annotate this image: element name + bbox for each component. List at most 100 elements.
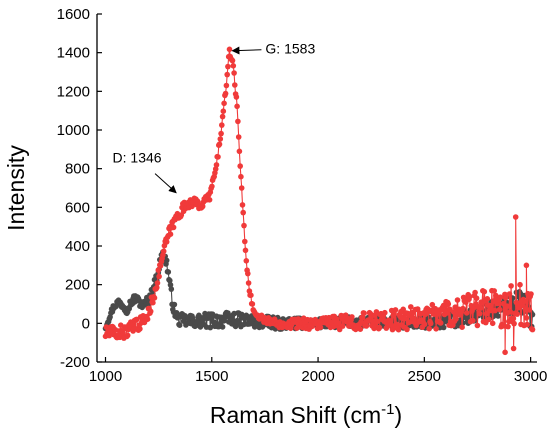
series-layer — [102, 46, 536, 356]
data-point — [236, 148, 243, 155]
data-point — [529, 311, 536, 318]
data-point — [524, 321, 530, 328]
data-point — [240, 209, 246, 216]
data-point — [220, 108, 227, 114]
data-point — [218, 130, 224, 137]
data-point — [453, 316, 459, 322]
data-point — [440, 324, 447, 331]
data-point — [514, 311, 520, 317]
data-point — [392, 307, 399, 313]
data-point — [163, 257, 170, 264]
annotation-arrow — [154, 173, 177, 194]
annotation-label: G: 1583 — [265, 41, 315, 57]
data-point — [163, 239, 170, 245]
data-point — [506, 291, 513, 297]
x-axis-title: Raman Shift (cm-1) — [210, 401, 402, 428]
y-tick-label: 400 — [65, 238, 90, 255]
data-point — [217, 136, 224, 142]
data-point — [151, 295, 158, 301]
x-axis-title-close: ) — [394, 402, 402, 428]
data-point — [421, 321, 428, 328]
data-point — [504, 303, 511, 310]
data-point — [444, 310, 450, 316]
x-tick-label: 3000 — [514, 368, 547, 385]
data-point — [165, 269, 172, 275]
y-tick-label: 200 — [65, 277, 90, 294]
data-point — [219, 324, 226, 330]
data-point — [147, 308, 154, 315]
data-point — [221, 100, 227, 107]
data-point — [459, 324, 465, 331]
data-point — [235, 134, 242, 140]
data-point — [167, 282, 174, 288]
data-point — [489, 320, 496, 327]
data-point — [481, 288, 488, 295]
data-point — [376, 324, 383, 331]
data-point — [522, 298, 528, 305]
data-point — [229, 57, 236, 64]
data-point — [414, 306, 421, 312]
data-point — [486, 316, 492, 323]
x-tick-label: 2000 — [301, 368, 334, 385]
y-tick-label: 1200 — [57, 83, 90, 100]
data-point — [429, 301, 436, 308]
data-point — [245, 270, 251, 277]
x-tick-label: 1000 — [89, 368, 122, 385]
data-point — [170, 224, 177, 231]
data-point — [168, 286, 175, 292]
data-point — [466, 293, 473, 300]
data-point — [395, 326, 402, 333]
data-point — [357, 326, 364, 333]
data-point — [225, 63, 231, 70]
annotation-label: D: 1346 — [113, 150, 162, 166]
data-point — [433, 326, 439, 332]
data-point — [487, 302, 494, 309]
data-point — [157, 263, 164, 269]
data-point — [510, 345, 517, 352]
data-point — [317, 324, 324, 331]
data-point — [437, 320, 444, 326]
data-point — [238, 185, 245, 191]
data-point — [400, 306, 407, 313]
x-axis-title-main: Raman Shift (cm — [210, 402, 381, 428]
data-point — [234, 103, 240, 110]
data-point — [502, 349, 508, 356]
data-point — [510, 315, 517, 322]
data-point — [239, 202, 246, 208]
data-point — [167, 231, 174, 237]
data-point — [496, 306, 503, 313]
y-tick-label: 0 — [82, 315, 90, 332]
data-point — [492, 307, 498, 314]
y-tick-label: 1000 — [57, 122, 90, 139]
data-point — [248, 292, 254, 299]
data-point — [213, 162, 220, 168]
data-point — [529, 326, 536, 333]
x-tick-label: 1500 — [195, 368, 228, 385]
y-tick-label: 600 — [65, 199, 90, 216]
data-point — [349, 314, 355, 320]
data-point — [156, 273, 162, 280]
data-point — [176, 322, 183, 329]
data-point — [225, 310, 231, 316]
data-point — [219, 113, 226, 120]
data-point — [472, 289, 478, 296]
data-point — [523, 315, 530, 321]
data-point — [339, 323, 346, 329]
data-point — [511, 320, 517, 327]
data-point — [505, 323, 511, 330]
data-point — [404, 326, 410, 333]
data-point — [497, 294, 504, 301]
data-point — [222, 90, 229, 97]
data-point — [528, 291, 534, 297]
tick-layer: 1000 1500 2000 2500 3000 -200 0 200 400 600 800 100… — [57, 6, 548, 385]
data-point — [232, 323, 239, 330]
series-line — [104, 49, 533, 353]
y-tick-label: 1400 — [57, 45, 90, 62]
annotation-arrow — [231, 46, 262, 55]
data-point — [476, 310, 483, 317]
data-point — [245, 280, 252, 286]
data-point — [374, 318, 381, 325]
x-tick-label: 2500 — [408, 368, 441, 385]
data-point — [150, 299, 156, 306]
y-axis-title: Intensity — [3, 145, 29, 231]
